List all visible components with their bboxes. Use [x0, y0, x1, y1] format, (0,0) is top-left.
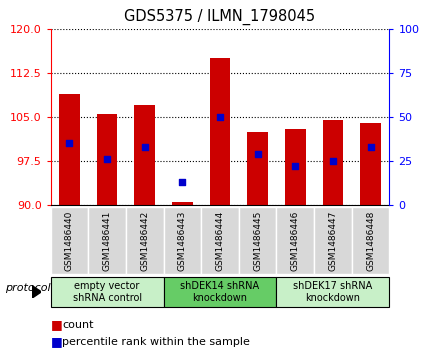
Point	[367, 144, 374, 150]
Text: percentile rank within the sample: percentile rank within the sample	[62, 337, 250, 347]
Text: ■: ■	[51, 335, 62, 348]
Text: ■: ■	[51, 318, 62, 331]
Bar	[97, 114, 117, 205]
Text: GSM1486442: GSM1486442	[140, 211, 149, 270]
Text: protocol: protocol	[5, 283, 51, 293]
Point	[141, 144, 148, 150]
Text: shDEK14 shRNA
knockdown: shDEK14 shRNA knockdown	[180, 281, 260, 303]
Text: shDEK17 shRNA
knockdown: shDEK17 shRNA knockdown	[293, 281, 373, 303]
Bar	[59, 94, 80, 205]
Point	[216, 114, 224, 120]
Text: GSM1486441: GSM1486441	[103, 210, 112, 271]
Text: count: count	[62, 320, 94, 330]
Text: GSM1486444: GSM1486444	[216, 211, 224, 270]
Point	[254, 151, 261, 157]
Bar	[172, 202, 193, 205]
Bar	[247, 132, 268, 205]
Point	[103, 156, 110, 162]
Bar	[285, 129, 306, 205]
Point	[66, 140, 73, 146]
Bar	[360, 123, 381, 205]
Text: GSM1486440: GSM1486440	[65, 210, 74, 271]
Text: GSM1486447: GSM1486447	[328, 210, 337, 271]
Text: GSM1486443: GSM1486443	[178, 210, 187, 271]
Text: GSM1486445: GSM1486445	[253, 210, 262, 271]
Point	[179, 179, 186, 185]
Bar	[134, 105, 155, 205]
Text: GSM1486448: GSM1486448	[366, 210, 375, 271]
Bar	[209, 58, 231, 205]
Bar	[323, 120, 343, 205]
Polygon shape	[32, 285, 41, 298]
Text: GDS5375 / ILMN_1798045: GDS5375 / ILMN_1798045	[125, 9, 315, 25]
Point	[330, 158, 337, 164]
Text: empty vector
shRNA control: empty vector shRNA control	[73, 281, 142, 303]
Point	[292, 163, 299, 169]
Text: GSM1486446: GSM1486446	[291, 210, 300, 271]
